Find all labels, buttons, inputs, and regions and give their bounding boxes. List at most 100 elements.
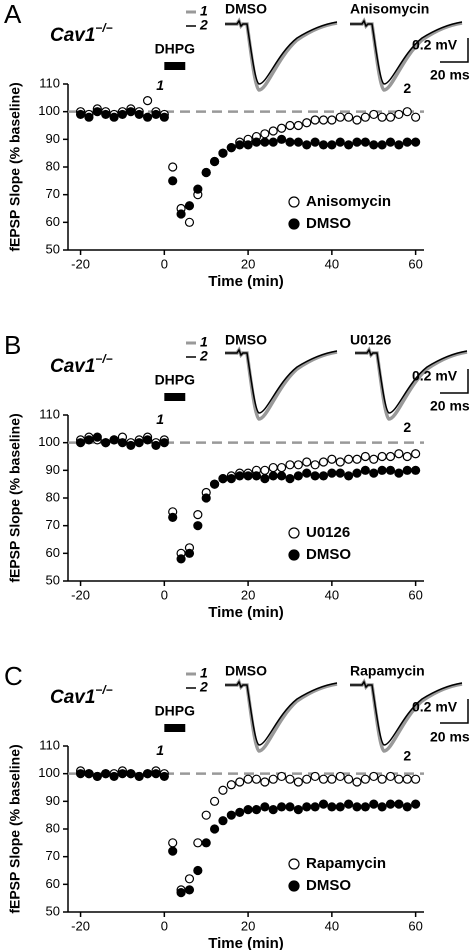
data-point — [277, 471, 287, 481]
data-point — [151, 769, 161, 779]
data-point — [369, 140, 379, 150]
y-tick-label: 80 — [46, 489, 60, 504]
data-point — [352, 777, 362, 787]
y-tick-label: 50 — [46, 241, 60, 256]
data-point — [402, 465, 412, 475]
annotation: 1 — [156, 77, 164, 93]
data-point — [385, 451, 396, 462]
data-point — [369, 771, 379, 782]
data-point — [277, 123, 287, 133]
data-point — [360, 137, 370, 147]
x-tick-label: -20 — [71, 587, 90, 602]
data-point — [360, 465, 370, 475]
x-axis-title: Time (min) — [208, 273, 284, 290]
scale-label: 0.2 mV — [412, 368, 458, 384]
data-point — [285, 120, 295, 131]
data-point — [394, 109, 404, 120]
x-tick-label: 20 — [241, 587, 255, 602]
x-tick-label: 20 — [241, 256, 255, 271]
data-point — [251, 471, 262, 481]
data-point — [377, 802, 387, 812]
data-point — [226, 810, 236, 820]
y-tick-label: 70 — [46, 186, 60, 201]
data-point — [277, 134, 287, 144]
stimulus-label: DHPG — [155, 372, 196, 388]
trace-key-label: 1 — [200, 3, 208, 19]
data-point — [151, 109, 161, 120]
y-tick-label: 50 — [46, 903, 60, 918]
data-point — [193, 184, 203, 194]
y-axis-title: fEPSP Slope (% baseline) — [7, 744, 23, 913]
data-point — [193, 865, 203, 876]
trace-key-label: 2 — [199, 348, 208, 364]
data-point — [176, 888, 186, 898]
data-point — [310, 115, 320, 125]
trace-key-label: 1 — [200, 334, 208, 350]
data-point — [327, 802, 337, 812]
x-tick-label: 0 — [161, 587, 168, 602]
data-point — [126, 107, 136, 117]
data-point — [184, 217, 195, 227]
data-point — [268, 471, 278, 481]
y-tick-label: 110 — [39, 737, 60, 752]
data-point — [394, 140, 404, 150]
panel-label: C — [4, 661, 23, 691]
data-point — [142, 769, 153, 779]
data-point — [302, 118, 312, 128]
data-point — [310, 460, 320, 470]
data-point — [201, 493, 211, 503]
data-point — [327, 115, 337, 125]
data-point — [352, 802, 362, 812]
data-point — [176, 554, 186, 564]
y-tick-label: 80 — [46, 820, 60, 835]
data-point — [268, 126, 278, 136]
data-point — [193, 510, 203, 520]
annotation: 2 — [403, 419, 411, 435]
data-point — [251, 805, 262, 815]
data-point — [209, 156, 220, 167]
data-point — [101, 769, 111, 779]
stimulus-bar — [164, 393, 186, 401]
x-tick-label: 60 — [408, 587, 422, 602]
data-point — [193, 521, 203, 531]
data-point — [385, 112, 396, 122]
data-point — [260, 465, 270, 475]
data-point — [75, 109, 86, 120]
data-point — [168, 512, 178, 522]
y-axis-title: fEPSP Slope (% baseline) — [7, 82, 23, 251]
data-point — [75, 769, 86, 779]
data-point — [302, 468, 312, 478]
data-point — [402, 451, 412, 462]
y-tick-label: 100 — [38, 434, 60, 449]
data-point — [335, 802, 345, 812]
traces-a — [223, 19, 469, 92]
data-point — [335, 137, 345, 147]
data-point — [335, 112, 345, 122]
data-point — [369, 799, 379, 809]
data-point — [352, 115, 362, 125]
data-point — [385, 771, 396, 782]
data-point — [209, 479, 220, 489]
trace — [224, 349, 338, 414]
y-tick-label: 100 — [38, 765, 60, 780]
data-point — [117, 769, 128, 779]
genotype-sup: −/− — [95, 21, 112, 35]
annotation: 1 — [156, 411, 164, 427]
data-point — [117, 438, 128, 448]
scale-label: 20 ms — [430, 398, 470, 414]
annotation: 2 — [403, 747, 411, 763]
data-point — [344, 799, 354, 809]
y-axis-title: fEPSP Slope (% baseline) — [7, 413, 23, 582]
legend-marker — [288, 196, 300, 208]
data-point — [385, 137, 396, 147]
data-point — [75, 438, 86, 448]
y-tick-label: 70 — [46, 517, 60, 532]
data-point — [352, 468, 362, 478]
data-point — [318, 471, 329, 481]
data-point — [184, 874, 195, 884]
data-point — [84, 112, 94, 122]
data-point — [176, 209, 186, 219]
data-point — [394, 468, 404, 478]
data-point — [293, 471, 303, 481]
